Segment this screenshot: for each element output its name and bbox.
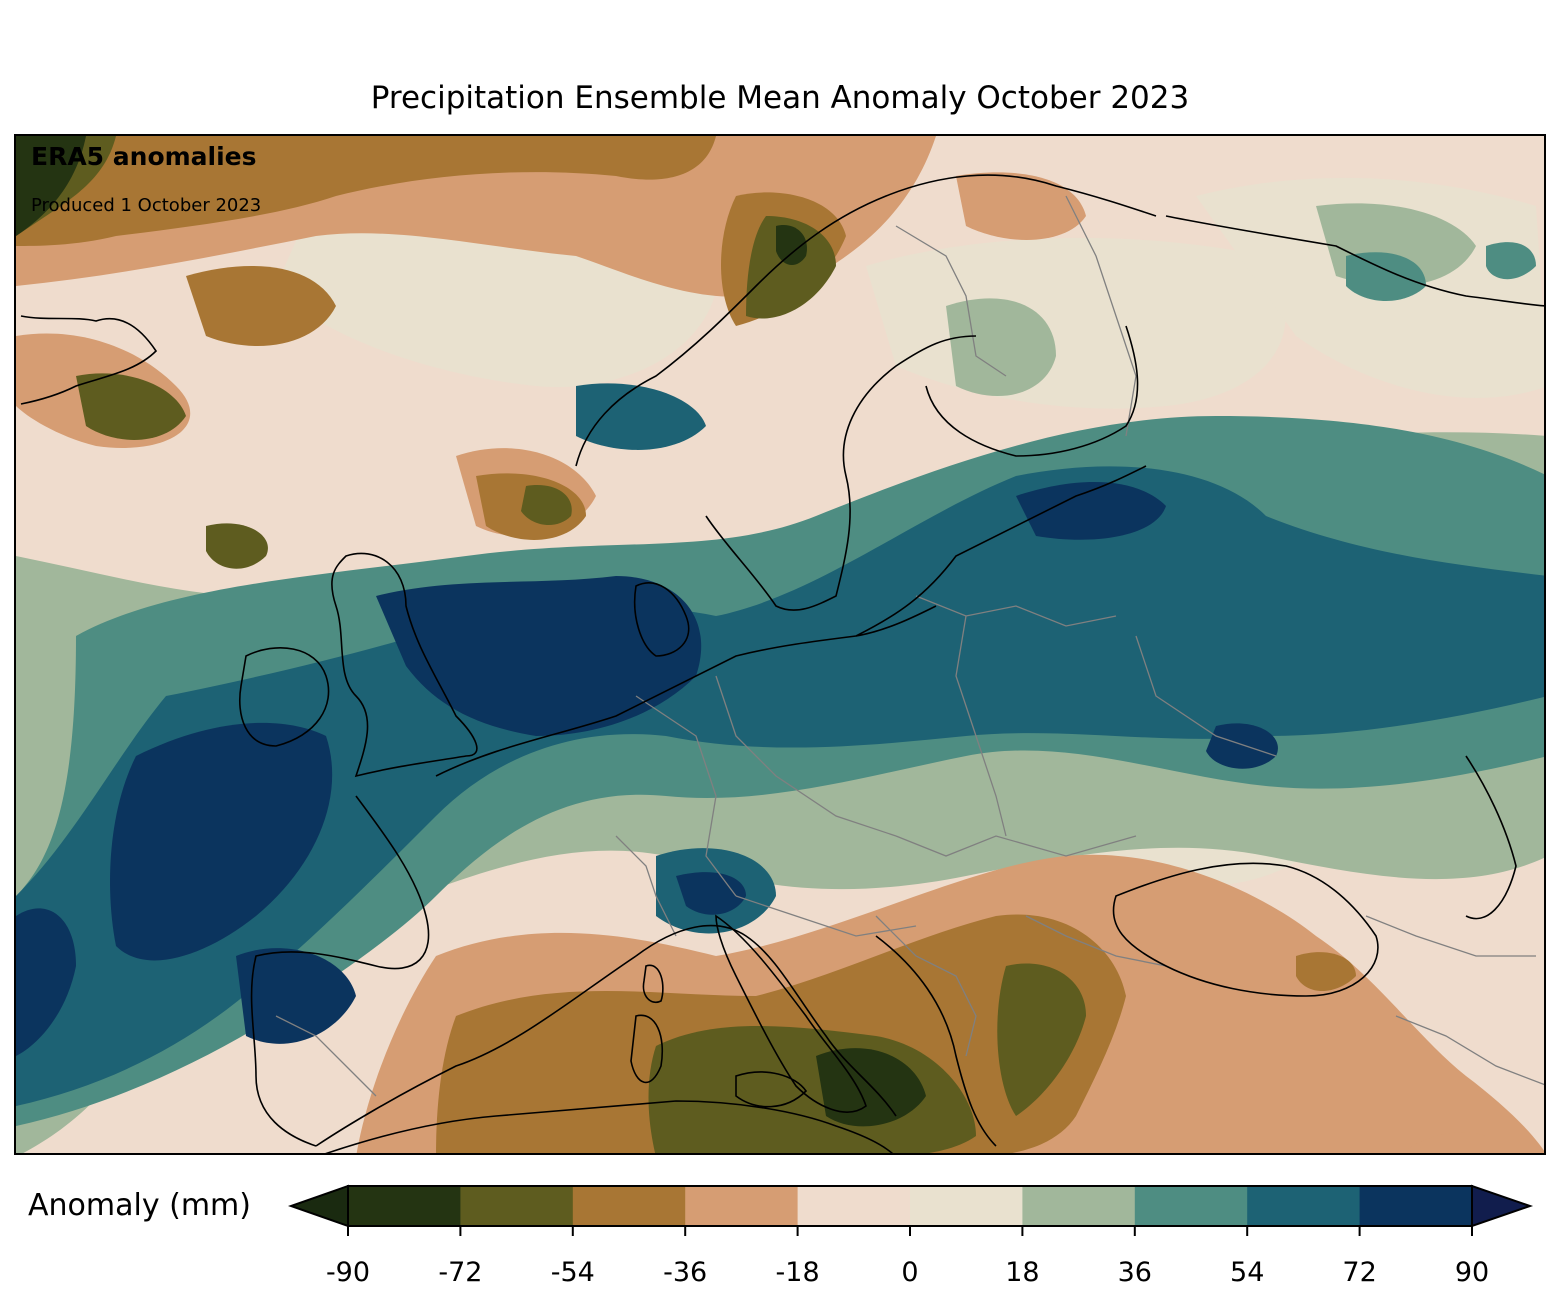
colorbar-tick-label: -36 <box>663 1257 707 1288</box>
coastline-iceland <box>20 315 158 405</box>
coastline-scandinavia <box>575 174 1157 467</box>
coastline-biscay <box>250 795 430 1147</box>
coastline-baltic <box>855 465 1147 637</box>
country-borders <box>275 195 1544 1097</box>
colorbar-segment <box>797 1186 911 1226</box>
coastline-corsica <box>642 964 664 1003</box>
colorbar-segment <box>348 1186 461 1226</box>
coastline-caspian <box>1465 755 1517 920</box>
coastline-mediterranean <box>315 924 897 1147</box>
coastlines <box>20 174 1544 1153</box>
coastline-balkans <box>875 935 997 1147</box>
colorbar-over-extension <box>1471 1184 1534 1228</box>
map-source-label: ERA5 anomalies <box>31 142 257 171</box>
coastline-ireland <box>239 647 330 747</box>
colorbar-tick-label: -72 <box>438 1257 482 1288</box>
colorbar-segment <box>572 1186 686 1226</box>
coastline-sweden <box>705 335 977 611</box>
colorbar-tick-label: -18 <box>776 1257 820 1288</box>
colorbar-ticks: -90 -72 -54 -36 -18 0 18 36 54 72 90 <box>326 1226 1489 1288</box>
colorbar-segment <box>1134 1186 1248 1226</box>
colorbar-label: Anomaly (mm) <box>28 1188 251 1223</box>
colorbar-segment <box>460 1186 574 1226</box>
colorbar-segments <box>287 1184 1534 1228</box>
colorbar-segment <box>1247 1186 1361 1226</box>
anomaly-map <box>16 136 1544 1153</box>
colorbar-segment <box>1022 1186 1136 1226</box>
map-produced-label: Produced 1 October 2023 <box>31 195 262 216</box>
coastline-sicily <box>735 1071 808 1108</box>
map-title: Precipitation Ensemble Mean Anomaly Octo… <box>370 80 1190 116</box>
colorbar-segment <box>1359 1186 1473 1226</box>
colorbar-segment <box>910 1186 1023 1226</box>
anomaly-field-72-90 <box>16 482 1278 1056</box>
coastline-black-sea <box>1112 862 1379 997</box>
coastline-great-britain <box>331 552 478 778</box>
colorbar-under-extension <box>287 1184 349 1228</box>
map-panel <box>14 134 1546 1155</box>
colorbar-tick-label: -54 <box>551 1257 595 1288</box>
colorbar-tick-label: -90 <box>326 1257 370 1288</box>
coastline-denmark <box>633 582 690 657</box>
colorbar-tick-label: 0 <box>901 1257 918 1288</box>
colorbar-tick-label: 54 <box>1230 1257 1264 1288</box>
colorbar-tick-label: 72 <box>1342 1257 1376 1288</box>
coastline-italy <box>715 914 867 1113</box>
colorbar-tick-label: 36 <box>1118 1257 1152 1288</box>
coastline-finland <box>925 325 1139 457</box>
colorbar-outline <box>347 1185 1473 1227</box>
coastline-sardinia <box>630 1014 663 1084</box>
coastline-north-africa <box>325 1100 894 1153</box>
colorbar-tick-label: 18 <box>1005 1257 1039 1288</box>
colorbar-segment <box>685 1186 799 1226</box>
coastline-north-europe <box>435 605 937 777</box>
colorbar-tick-label: 90 <box>1455 1257 1489 1288</box>
coastline-russia-north <box>1165 215 1544 307</box>
